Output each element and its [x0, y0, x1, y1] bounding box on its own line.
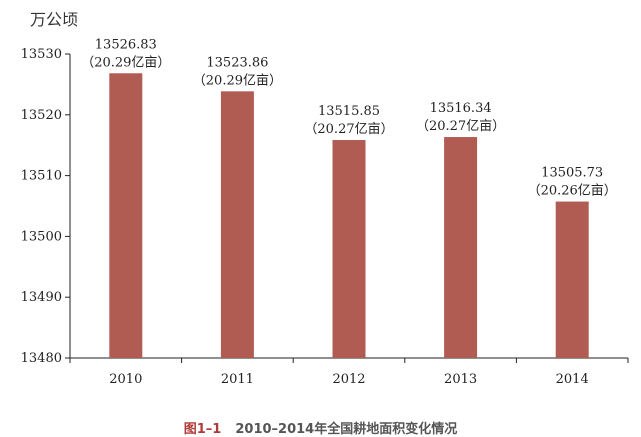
- data-labels: 13526.83 （20.29亿亩） 13523.86 （20.29亿亩） 13515.…: [81, 37, 617, 198]
- y-tick-label: 13500: [21, 229, 62, 244]
- y-axis-unit-label: 万公顷: [30, 10, 79, 29]
- bar-2012: [332, 140, 366, 358]
- data-label-value: 13526.83: [95, 37, 157, 52]
- data-label-value: 13516.34: [430, 101, 492, 116]
- axes: 13480 13490 13500 13510 13520 13530 2010 2011 20…: [21, 47, 629, 387]
- bar-2010: [109, 73, 143, 359]
- bar-2011: [220, 91, 254, 358]
- x-tick-label: 2013: [444, 372, 477, 387]
- x-tick-label: 2010: [109, 372, 142, 387]
- x-tick-label: 2014: [556, 372, 589, 387]
- data-label-mu: （20.29亿亩）: [193, 72, 282, 88]
- y-tick-label: 13520: [21, 108, 62, 123]
- y-tick-label: 13510: [21, 169, 62, 184]
- figure-caption: 图1–1 2010–2014年全国耕地面积变化情况: [0, 418, 641, 437]
- data-label-value: 13523.86: [206, 55, 268, 70]
- x-tick-label: 2012: [332, 372, 365, 387]
- data-label-value: 13505.73: [541, 166, 603, 181]
- bar-2013: [444, 137, 478, 358]
- bars: [109, 73, 589, 359]
- y-tick-label: 13490: [21, 290, 62, 305]
- figure-number: 图1–1: [183, 422, 222, 437]
- data-label-value: 13515.85: [318, 104, 380, 119]
- data-label-mu: （20.27亿亩）: [304, 121, 393, 137]
- data-label-mu: （20.27亿亩）: [416, 118, 505, 134]
- y-tick-label: 13530: [21, 47, 62, 62]
- x-tick-label: 2011: [221, 372, 254, 387]
- data-label-mu: （20.29亿亩）: [81, 54, 170, 70]
- figure-title: 2010–2014年全国耕地面积变化情况: [235, 422, 458, 437]
- y-tick-label: 13480: [21, 351, 62, 366]
- bar-2014: [555, 201, 589, 358]
- data-label-mu: （20.26亿亩）: [528, 183, 617, 199]
